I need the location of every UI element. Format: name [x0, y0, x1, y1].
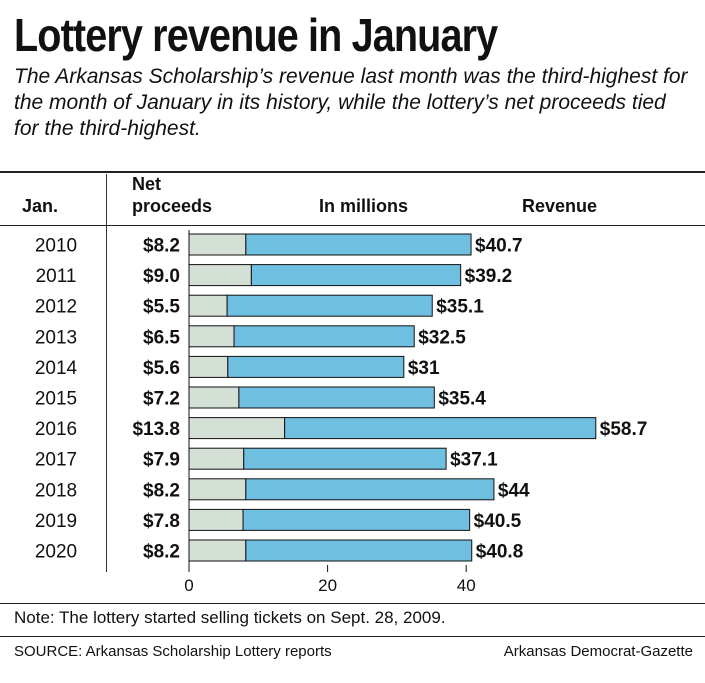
net-proceeds-bar [188, 233, 247, 256]
revenue-label: $35.1 [436, 297, 484, 318]
year-column-divider [106, 174, 107, 572]
net-proceeds-label: $7.2 [143, 389, 180, 410]
net-proceeds-label: $5.5 [143, 297, 180, 318]
revenue-bar [245, 478, 495, 501]
year-label: 2011 [36, 266, 77, 287]
net-proceeds-bar [188, 417, 286, 440]
revenue-bar [242, 508, 471, 531]
net-proceeds-label: $9.0 [143, 266, 180, 287]
net-proceeds-label: $13.8 [132, 419, 180, 440]
header-revenue: Revenue [522, 196, 598, 216]
revenue-label: $40.7 [475, 236, 523, 257]
revenue-bar [243, 447, 447, 470]
year-label: 2010 [35, 236, 77, 257]
header-net-line2: proceeds [132, 196, 213, 216]
net-proceeds-bar [188, 508, 244, 531]
revenue-bar [233, 325, 415, 348]
year-label: 2016 [35, 419, 77, 440]
x-tick-label: 20 [318, 576, 337, 595]
revenue-bar [245, 233, 472, 256]
header-units: In millions [319, 196, 409, 216]
year-label: 2013 [35, 327, 77, 348]
header-net-proceeds: Net proceeds [132, 173, 212, 217]
header-net-line1: Net [132, 174, 162, 194]
net-proceeds-bar [188, 325, 235, 348]
year-label: 2017 [35, 450, 77, 471]
net-proceeds-label: $7.9 [143, 450, 180, 471]
net-proceeds-label: $8.2 [143, 480, 180, 501]
revenue-label: $35.4 [438, 389, 486, 410]
year-label: 2012 [35, 297, 77, 318]
net-proceeds-bar [188, 447, 245, 470]
net-proceeds-bar [188, 264, 252, 287]
revenue-bar [227, 355, 405, 378]
source: SOURCE: Arkansas Scholarship Lottery rep… [14, 643, 332, 660]
revenue-label: $31 [408, 358, 440, 379]
net-proceeds-bar [188, 386, 240, 409]
net-proceeds-label: $5.6 [143, 358, 180, 379]
source-rule [0, 636, 705, 637]
bar-chart: 2010 $8.2 $40.7 2011 $9.0 $39.2 2012 $5.5 $35.1 2… [35, 230, 648, 595]
revenue-label: $40.8 [476, 542, 524, 563]
year-label: 2015 [35, 389, 77, 410]
net-proceeds-label: $8.2 [143, 542, 180, 563]
year-label: 2019 [35, 511, 77, 532]
revenue-bar [226, 294, 433, 317]
revenue-label: $44 [498, 480, 530, 501]
revenue-label: $58.7 [600, 419, 648, 440]
year-label: 2014 [35, 358, 78, 379]
header-rule-bottom [0, 225, 705, 226]
net-proceeds-label: $7.8 [143, 511, 180, 532]
net-proceeds-label: $6.5 [143, 327, 180, 348]
x-tick-label: 40 [457, 576, 476, 595]
page-title: Lottery revenue in January [14, 9, 498, 61]
year-label: 2018 [35, 480, 77, 501]
x-tick-label: 0 [184, 576, 193, 595]
net-proceeds-bar [188, 539, 247, 562]
net-proceeds-label: $8.2 [143, 236, 180, 257]
credit: Arkansas Democrat-Gazette [503, 643, 693, 660]
revenue-label: $37.1 [450, 450, 498, 471]
header-rule-top [0, 171, 705, 173]
revenue-label: $40.5 [474, 511, 522, 532]
net-proceeds-bar [188, 294, 228, 317]
revenue-bar [250, 264, 462, 287]
net-proceeds-bar [188, 478, 247, 501]
revenue-bar [238, 386, 435, 409]
year-label: 2020 [35, 542, 77, 563]
revenue-bar [245, 539, 473, 562]
note: Note: The lottery started selling ticket… [14, 608, 446, 627]
revenue-label: $39.2 [465, 266, 513, 287]
note-rule [0, 603, 705, 604]
header-year: Jan. [22, 196, 59, 216]
revenue-label: $32.5 [418, 327, 466, 348]
net-proceeds-bar [188, 355, 229, 378]
revenue-bar [284, 417, 597, 440]
subtitle: The Arkansas Scholarship’s revenue last … [14, 65, 688, 140]
